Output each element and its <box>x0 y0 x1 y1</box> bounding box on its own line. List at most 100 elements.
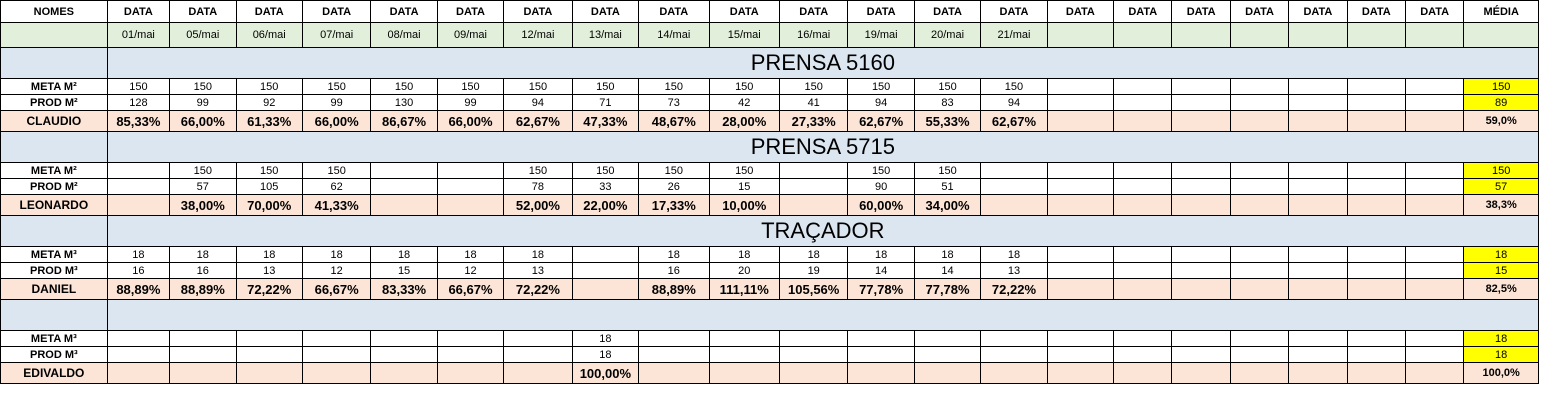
performance-value-cell[interactable] <box>1346 362 1406 384</box>
person-name-cell[interactable]: CLAUDIO <box>0 110 108 132</box>
performance-value-cell[interactable]: 111,11% <box>708 278 780 300</box>
prod-label-cell[interactable]: PROD M² <box>0 178 108 195</box>
prod-value-cell[interactable]: 16 <box>106 262 171 279</box>
prod-value-cell[interactable] <box>1346 346 1406 363</box>
meta-value-cell[interactable] <box>980 330 1048 347</box>
performance-value-cell[interactable]: 52,00% <box>503 194 573 216</box>
meta-value-cell[interactable] <box>169 330 237 347</box>
meta-value-cell[interactable] <box>1046 162 1115 179</box>
meta-value-cell[interactable] <box>1288 162 1348 179</box>
prod-value-cell[interactable] <box>301 346 372 363</box>
meta-label-cell[interactable]: META M³ <box>0 330 108 347</box>
performance-value-cell[interactable]: 86,67% <box>370 110 438 132</box>
performance-value-cell[interactable] <box>913 362 982 384</box>
meta-value-cell[interactable] <box>1346 78 1406 95</box>
prod-value-cell[interactable]: 73 <box>638 94 710 111</box>
date-cell[interactable]: 14/mai <box>638 22 710 48</box>
performance-value-cell[interactable] <box>1288 194 1348 216</box>
performance-value-cell[interactable] <box>1346 278 1406 300</box>
meta-value-cell[interactable]: 150 <box>708 162 780 179</box>
meta-value-cell[interactable] <box>106 330 171 347</box>
performance-value-cell[interactable]: 10,00% <box>708 194 780 216</box>
performance-value-cell[interactable]: 88,89% <box>106 278 171 300</box>
meta-value-cell[interactable] <box>980 162 1048 179</box>
performance-value-cell[interactable] <box>1404 194 1465 216</box>
date-header-cell[interactable]: DATA <box>1171 0 1231 23</box>
section-name-cell[interactable] <box>0 299 108 331</box>
performance-value-cell[interactable] <box>1229 278 1290 300</box>
performance-value-cell[interactable]: 105,56% <box>778 278 849 300</box>
meta-value-cell[interactable]: 18 <box>169 246 237 263</box>
date-cell[interactable]: 07/mai <box>301 22 372 48</box>
date-header-cell[interactable]: DATA <box>1229 0 1290 23</box>
dates-row-name-cell[interactable] <box>0 22 108 48</box>
prod-value-cell[interactable] <box>370 178 438 195</box>
performance-value-cell[interactable] <box>169 362 237 384</box>
meta-value-cell[interactable]: 150 <box>847 78 915 95</box>
prod-value-cell[interactable]: 99 <box>169 94 237 111</box>
prod-value-cell[interactable] <box>1346 262 1406 279</box>
prod-value-cell[interactable] <box>1229 262 1290 279</box>
meta-value-cell[interactable] <box>1288 330 1348 347</box>
prod-value-cell[interactable]: 94 <box>980 94 1048 111</box>
meta-value-cell[interactable] <box>913 330 982 347</box>
meta-value-cell[interactable]: 150 <box>847 162 915 179</box>
date-header-cell[interactable]: DATA <box>503 0 573 23</box>
performance-value-cell[interactable]: 34,00% <box>913 194 982 216</box>
performance-value-cell[interactable]: 38,00% <box>169 194 237 216</box>
performance-value-cell[interactable] <box>1046 278 1115 300</box>
performance-value-cell[interactable] <box>1046 362 1115 384</box>
performance-value-cell[interactable]: 88,89% <box>638 278 710 300</box>
meta-value-cell[interactable] <box>1346 162 1406 179</box>
meta-value-cell[interactable]: 150 <box>571 78 640 95</box>
prod-value-cell[interactable] <box>913 346 982 363</box>
prod-value-cell[interactable]: 16 <box>638 262 710 279</box>
prod-value-cell[interactable] <box>1046 178 1115 195</box>
performance-value-cell[interactable]: 66,67% <box>301 278 372 300</box>
performance-value-cell[interactable] <box>778 362 849 384</box>
prod-value-cell[interactable] <box>1346 94 1406 111</box>
date-cell[interactable]: 05/mai <box>169 22 237 48</box>
prod-value-cell[interactable] <box>1288 346 1348 363</box>
performance-value-cell[interactable] <box>370 362 438 384</box>
prod-value-cell[interactable] <box>1113 346 1173 363</box>
section-name-cell[interactable] <box>0 47 108 79</box>
person-name-cell[interactable]: EDIVALDO <box>0 362 108 384</box>
prod-value-cell[interactable]: 12 <box>301 262 372 279</box>
prod-value-cell[interactable] <box>1046 94 1115 111</box>
performance-value-cell[interactable] <box>778 194 849 216</box>
prod-value-cell[interactable]: 13 <box>235 262 303 279</box>
meta-value-cell[interactable]: 18 <box>370 246 438 263</box>
prod-value-cell[interactable]: 13 <box>980 262 1048 279</box>
date-header-cell[interactable]: DATA <box>571 0 640 23</box>
meta-value-cell[interactable] <box>778 330 849 347</box>
performance-value-cell[interactable]: 72,22% <box>235 278 303 300</box>
prod-average-cell[interactable]: 15 <box>1463 262 1539 279</box>
section-title[interactable]: TRAÇADOR <box>106 215 1540 247</box>
meta-value-cell[interactable] <box>436 330 505 347</box>
prod-value-cell[interactable]: 83 <box>913 94 982 111</box>
meta-value-cell[interactable] <box>1404 246 1465 263</box>
performance-value-cell[interactable] <box>980 194 1048 216</box>
performance-value-cell[interactable] <box>708 362 780 384</box>
meta-value-cell[interactable] <box>106 162 171 179</box>
meta-value-cell[interactable]: 18 <box>638 246 710 263</box>
performance-value-cell[interactable]: 41,33% <box>301 194 372 216</box>
meta-label-cell[interactable]: META M² <box>0 162 108 179</box>
prod-value-cell[interactable]: 128 <box>106 94 171 111</box>
meta-value-cell[interactable] <box>1229 246 1290 263</box>
prod-label-cell[interactable]: PROD M³ <box>0 262 108 279</box>
prod-value-cell[interactable]: 90 <box>847 178 915 195</box>
performance-value-cell[interactable] <box>980 362 1048 384</box>
section-name-cell[interactable] <box>0 215 108 247</box>
performance-value-cell[interactable] <box>571 278 640 300</box>
prod-value-cell[interactable] <box>847 346 915 363</box>
meta-value-cell[interactable] <box>370 330 438 347</box>
meta-value-cell[interactable]: 18 <box>301 246 372 263</box>
section-title[interactable]: PRENSA 5715 <box>106 131 1540 163</box>
performance-value-cell[interactable]: 61,33% <box>235 110 303 132</box>
meta-value-cell[interactable] <box>1346 246 1406 263</box>
performance-value-cell[interactable] <box>503 362 573 384</box>
performance-value-cell[interactable]: 66,00% <box>169 110 237 132</box>
date-header-cell[interactable]: DATA <box>169 0 237 23</box>
